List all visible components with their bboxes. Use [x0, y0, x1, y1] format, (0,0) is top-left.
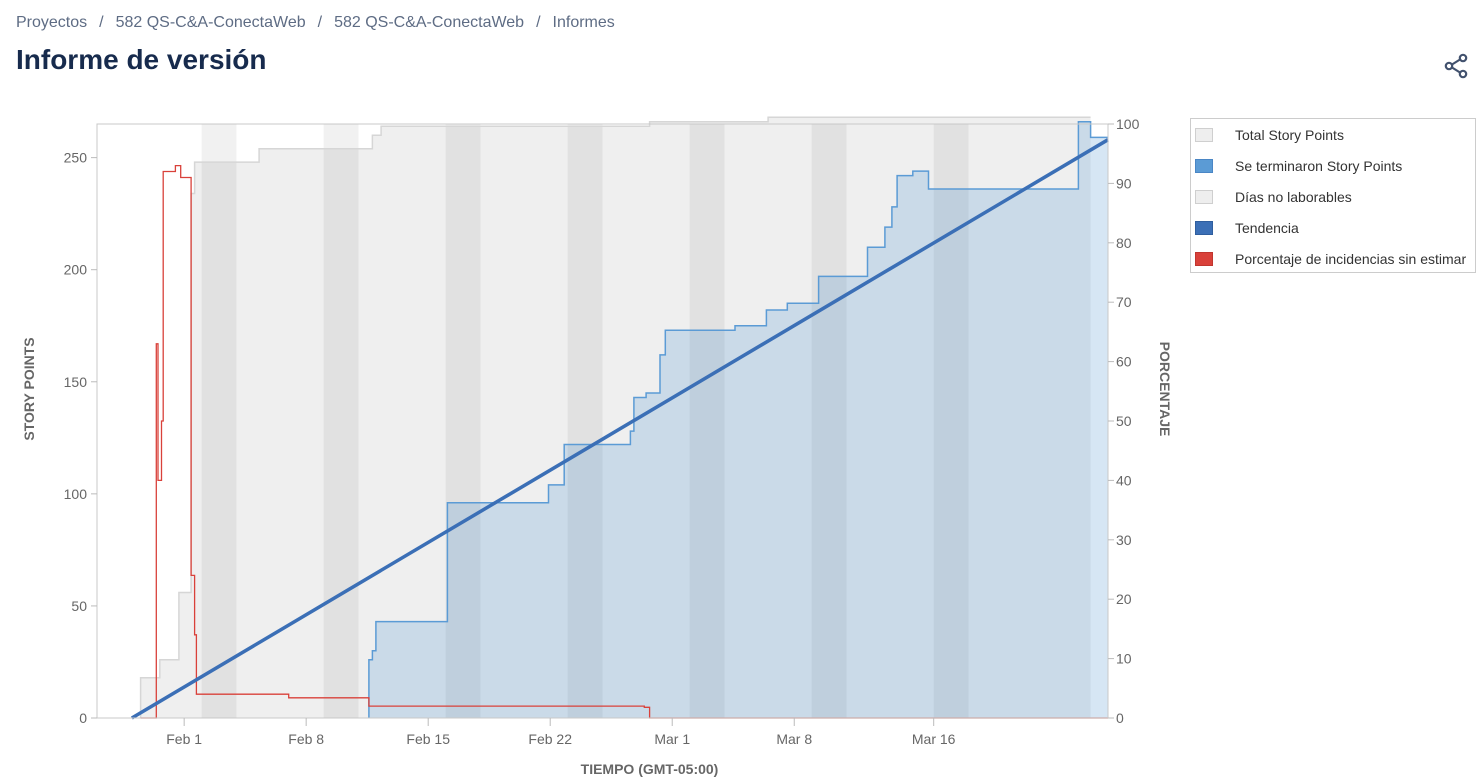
- non-working-day-band: [323, 124, 359, 718]
- y2-axis-tick-label: 90: [1116, 175, 1132, 191]
- breadcrumb-item-informes[interactable]: Informes: [552, 14, 615, 31]
- breadcrumb-item-project[interactable]: 582 QS-C&A-ConectaWeb: [115, 14, 306, 31]
- legend-swatch-total: [1195, 128, 1213, 142]
- y-axis-tick-label: 200: [64, 262, 88, 278]
- non-working-day-band: [689, 124, 725, 718]
- y2-axis-tick-label: 80: [1116, 235, 1132, 251]
- legend-item-non-working-days[interactable]: Días no laborables: [1191, 187, 1352, 207]
- legend-label: Porcentaje de incidencias sin estimar: [1235, 251, 1467, 267]
- completed-story-points-line: [368, 121, 1108, 718]
- total-story-points-line: [139, 116, 1091, 718]
- legend-item-total[interactable]: Total Story Points: [1191, 125, 1344, 145]
- y-axis-title: STORY POINTS: [21, 337, 37, 440]
- non-working-day-band: [445, 124, 481, 718]
- y-axis-tick-label: 100: [64, 486, 88, 502]
- non-working-day-band: [201, 124, 237, 718]
- y2-axis-tick-label: 10: [1116, 651, 1132, 667]
- legend-label: Se terminaron Story Points: [1235, 158, 1403, 174]
- breadcrumb-separator: /: [536, 14, 541, 31]
- breadcrumb-separator: /: [99, 14, 104, 31]
- breadcrumb-item-proyectos[interactable]: Proyectos: [16, 14, 88, 31]
- legend-swatch-completed: [1195, 159, 1213, 173]
- y2-axis-tick-label: 0: [1116, 710, 1124, 726]
- y2-axis-tick-label: 40: [1116, 472, 1132, 488]
- y2-axis-title: PORCENTAJE: [1157, 342, 1173, 437]
- y-axis-tick-label: 0: [79, 710, 87, 726]
- non-working-day-band: [567, 124, 603, 718]
- trend-line: [130, 138, 1109, 720]
- breadcrumb-item-board[interactable]: 582 QS-C&A-ConectaWeb: [334, 14, 525, 31]
- x-axis-tick-label: Mar 1: [654, 731, 690, 747]
- y-axis-tick-label: 250: [64, 150, 88, 166]
- chart-legend: Total Story Points Se terminaron Story P…: [1190, 118, 1476, 273]
- x-axis-title: TIEMPO (GMT-05:00): [581, 761, 719, 777]
- y2-axis-tick-label: 20: [1116, 591, 1132, 607]
- legend-item-completed[interactable]: Se terminaron Story Points: [1191, 156, 1402, 176]
- x-axis-tick-label: Feb 1: [166, 731, 202, 747]
- breadcrumb: Proyectos / 582 QS-C&A-ConectaWeb / 582 …: [16, 14, 615, 32]
- x-axis-tick-label: Feb 8: [288, 731, 324, 747]
- x-axis-tick-label: Mar 8: [776, 731, 812, 747]
- legend-swatch-trend: [1195, 221, 1213, 235]
- legend-label: Total Story Points: [1235, 127, 1344, 143]
- non-working-day-band: [933, 124, 969, 718]
- x-axis-tick-label: Feb 22: [528, 731, 572, 747]
- share-button[interactable]: [1440, 50, 1472, 82]
- y-axis-tick-label: 150: [64, 374, 88, 390]
- legend-swatch-non-working: [1195, 190, 1213, 204]
- y2-axis-tick-label: 50: [1116, 413, 1132, 429]
- y2-axis-tick-label: 70: [1116, 294, 1132, 310]
- y-axis-tick-label: 50: [71, 598, 87, 614]
- release-burnup-chart: 0 50 100 150 200 250 0 10 20 30 40 50 60 70 80 90 100 Feb…: [21, 116, 1173, 777]
- total-story-points-area: [140, 117, 1091, 719]
- share-icon: [1444, 53, 1468, 79]
- x-axis-tick-label: Mar 16: [912, 731, 956, 747]
- breadcrumb-separator: /: [317, 14, 323, 31]
- page-title: Informe de versión: [16, 44, 267, 75]
- legend-label: Tendencia: [1235, 220, 1299, 236]
- unestimated-percentage-line: [140, 164, 1108, 719]
- y2-axis-tick-label: 30: [1116, 532, 1132, 548]
- legend-item-unestimated[interactable]: Porcentaje de incidencias sin estimar: [1191, 249, 1466, 269]
- legend-label: Días no laborables: [1235, 189, 1352, 205]
- completed-story-points-area: [368, 121, 1108, 719]
- x-axis-tick-label: Feb 15: [406, 731, 450, 747]
- non-working-day-band: [811, 124, 847, 718]
- legend-item-trend[interactable]: Tendencia: [1191, 218, 1299, 238]
- legend-swatch-unestimated: [1195, 252, 1213, 266]
- y2-axis-tick-label: 60: [1116, 354, 1132, 370]
- y2-axis-tick-label: 100: [1116, 116, 1140, 132]
